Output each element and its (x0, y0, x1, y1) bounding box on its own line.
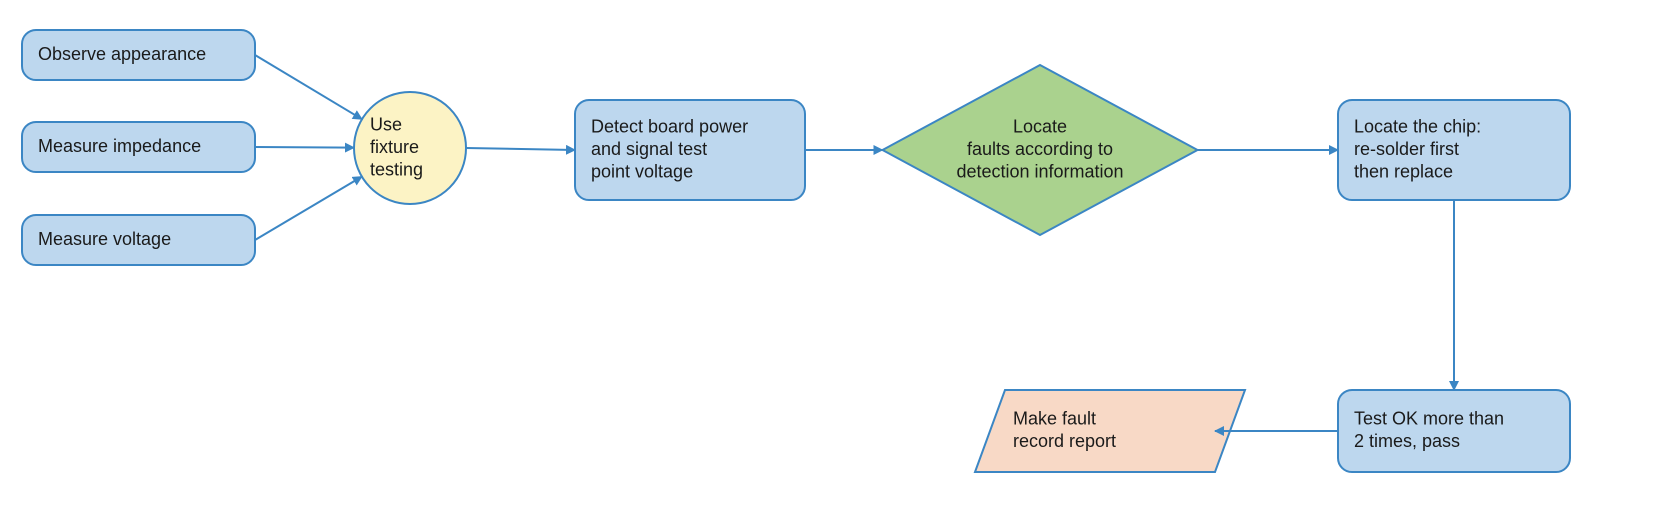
node-locate-label: Locate (1013, 116, 1067, 136)
node-testok: Test OK more than2 times, pass (1338, 390, 1570, 472)
node-locate: Locate faults according todetection infor… (883, 65, 1198, 235)
node-voltage-label: Measure voltage (38, 229, 171, 249)
node-detect: Detect board power and signal testpoint v… (575, 100, 805, 200)
node-locate-label: detection information (956, 161, 1123, 181)
node-chip-label: then replace (1354, 161, 1453, 181)
node-impedance-label: Measure impedance (38, 136, 201, 156)
edge-voltage-to-fixture (255, 177, 362, 240)
node-fixture-label: Use (370, 114, 402, 134)
flowchart-canvas: Observe appearance Measure impedance Measu… (0, 0, 1675, 515)
node-observe: Observe appearance (22, 30, 255, 80)
node-detect-label: point voltage (591, 161, 693, 181)
node-report: Make faultrecord report (975, 390, 1245, 472)
node-fixture-label: testing (370, 159, 423, 179)
node-testok-label: Test OK more than (1354, 409, 1504, 429)
node-report-label: Make fault (1013, 409, 1096, 429)
node-chip-label: Locate the chip: (1354, 116, 1481, 136)
edge-observe-to-fixture (255, 55, 362, 119)
node-impedance: Measure impedance (22, 122, 255, 172)
node-chip: Locate the chip: re-solder firstthen repl… (1338, 100, 1570, 200)
node-detect-label: Detect board power (591, 116, 748, 136)
node-fixture: Use fixturetesting (354, 92, 466, 204)
node-observe-label: Observe appearance (38, 44, 206, 64)
node-fixture-label: fixture (370, 137, 419, 157)
node-detect-label: and signal test (591, 139, 707, 159)
node-locate-label: faults according to (967, 139, 1113, 159)
edge-fixture-to-detect (466, 148, 575, 150)
node-report-label: record report (1013, 431, 1116, 451)
node-chip-label: re-solder first (1354, 139, 1459, 159)
edge-impedance-to-fixture (255, 147, 354, 148)
node-testok-label: 2 times, pass (1354, 431, 1460, 451)
node-voltage: Measure voltage (22, 215, 255, 265)
